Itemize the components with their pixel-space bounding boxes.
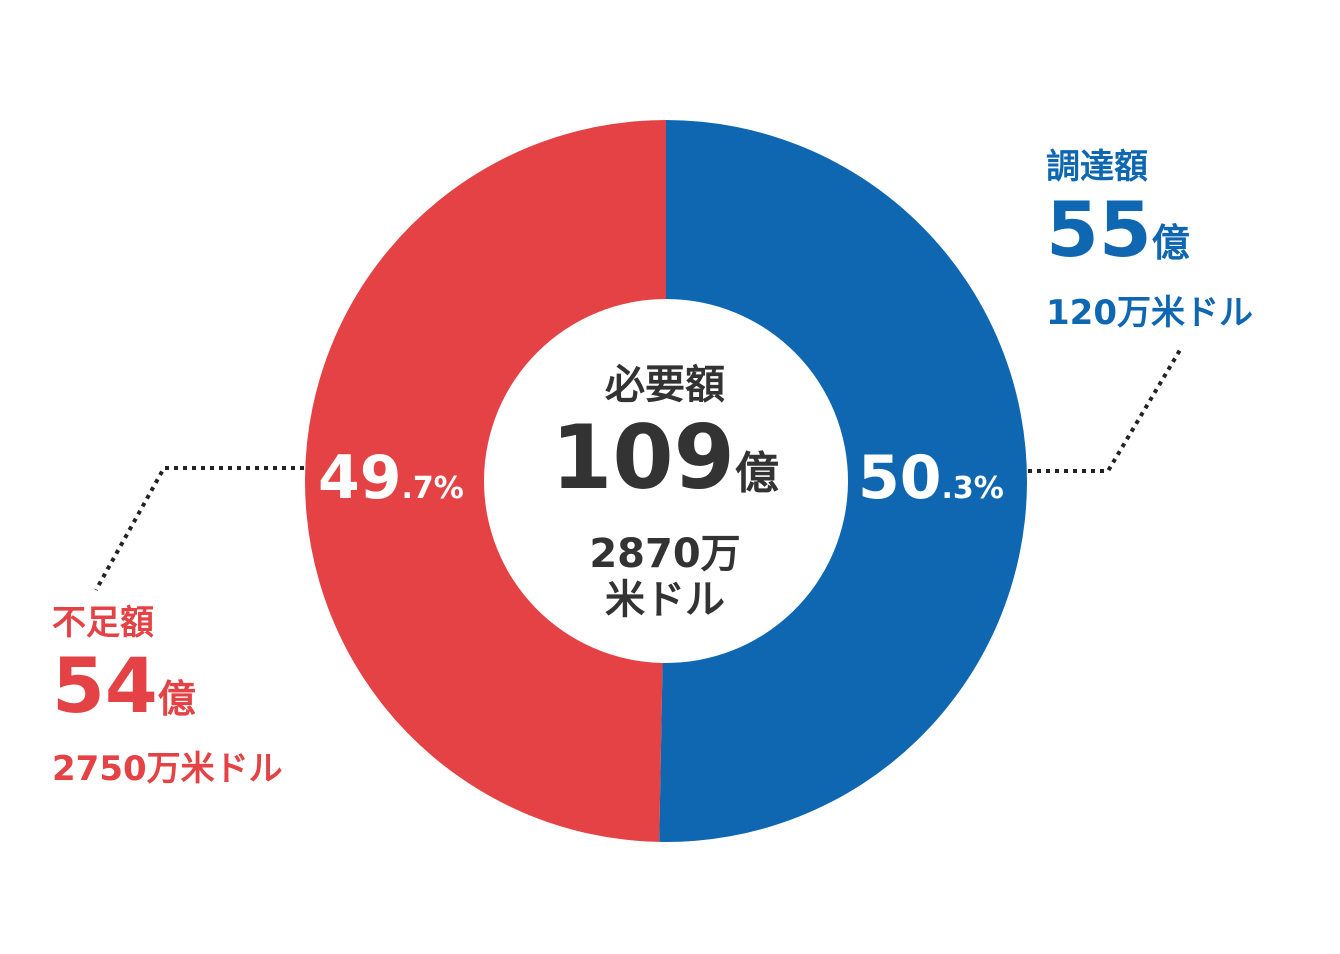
- shortfall-percent-tail: .7%: [401, 471, 464, 506]
- center-amount-unit: 億: [734, 448, 779, 499]
- center-sub-line2: 米ドル: [605, 577, 725, 623]
- funded-amount-number: 55: [1046, 185, 1152, 274]
- shortfall-percent-label: 49.7%: [318, 448, 464, 508]
- funded-leader-line: [1028, 348, 1182, 473]
- funded-title: 調達額: [1046, 147, 1148, 187]
- shortfall-amount-unit: 億: [157, 677, 196, 721]
- slice-funded: [659, 120, 1028, 842]
- shortfall-amount-number: 54: [52, 641, 158, 730]
- funded-percent-main: 50: [858, 443, 942, 513]
- funded-percent-tail: .3%: [941, 471, 1004, 506]
- shortfall-sub: 2750万米ドル: [52, 749, 283, 789]
- donut-slices: [305, 120, 1028, 842]
- shortfall-amount: 54億: [52, 646, 283, 747]
- funded-amount-unit: 億: [1151, 221, 1190, 265]
- center-amount-number: 109: [551, 406, 735, 509]
- funded-sub: 120万米ドル: [1046, 293, 1253, 333]
- shortfall-label: 不足額 54億 2750万米ドル: [52, 600, 283, 791]
- funded-amount: 55億: [1046, 190, 1253, 291]
- slice-shortfall: [305, 120, 666, 842]
- funded-percent-label: 50.3%: [858, 448, 1004, 508]
- shortfall-percent-main: 49: [318, 443, 402, 513]
- center-title: 必要額: [605, 362, 725, 408]
- funded-label: 調達額 55億 120万米ドル: [1046, 144, 1253, 335]
- center-amount: 109億: [500, 410, 830, 531]
- center-sub-line1: 2870万: [589, 531, 741, 577]
- shortfall-leader-line: [94, 466, 304, 591]
- center-total-label: 必要額 109億 2870万 米ドル: [500, 360, 830, 623]
- shortfall-title: 不足額: [52, 603, 154, 643]
